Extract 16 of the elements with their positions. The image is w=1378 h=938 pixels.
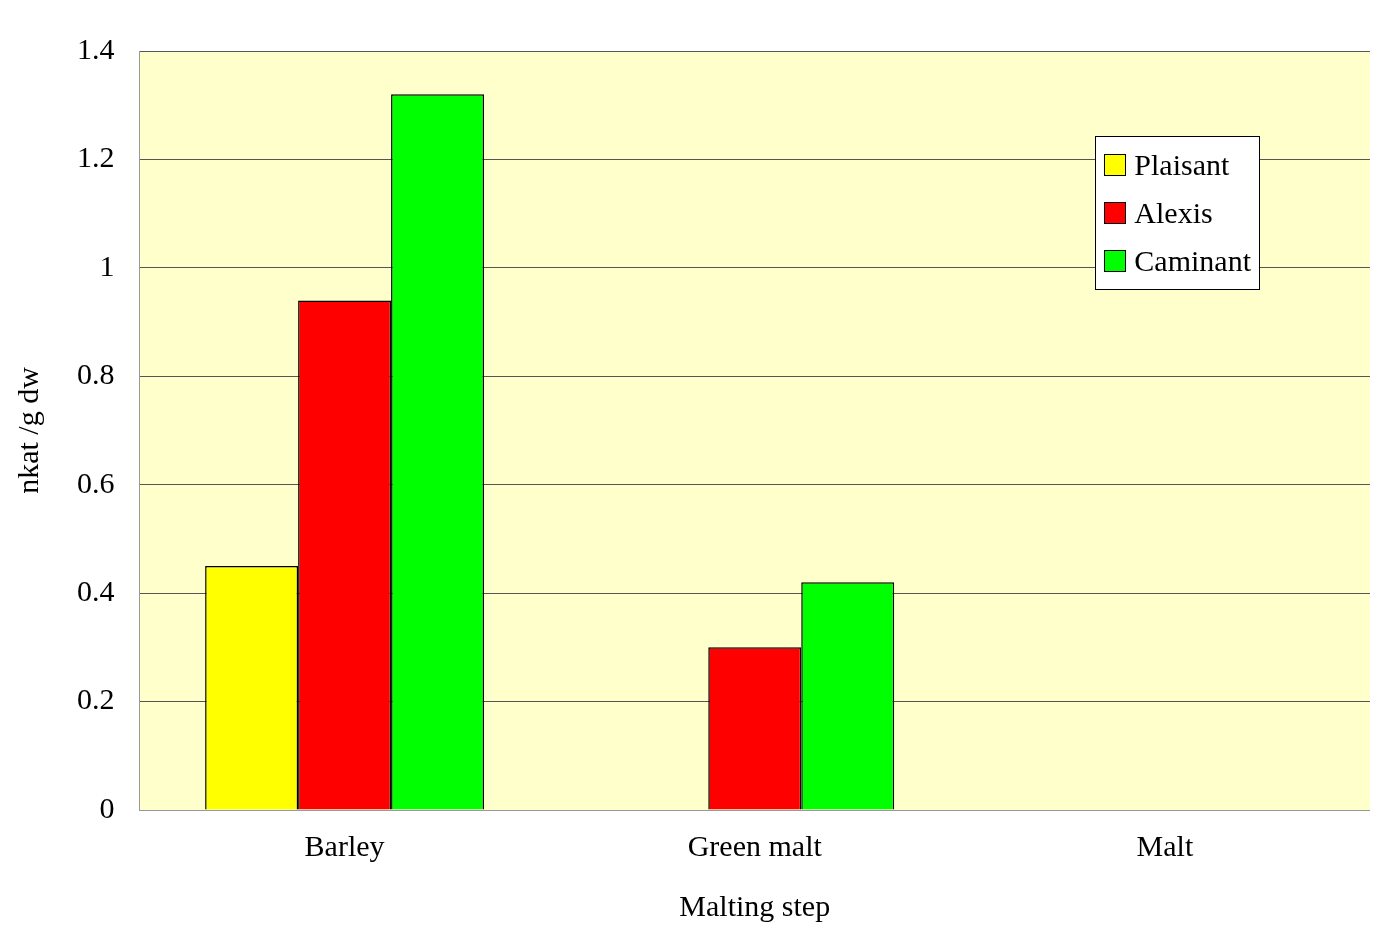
y-tick-label: 0.8 [77, 357, 115, 391]
y-tick-label: 0.4 [77, 574, 115, 608]
y-tick-label: 1.4 [77, 31, 115, 65]
y-tick-label: 0.6 [77, 465, 115, 499]
y-tick-label: 0 [99, 790, 115, 824]
y-tick-label: 1 [99, 248, 115, 282]
y-tick-label: 0.2 [77, 682, 115, 716]
y-axis-title: nkat /g dw [10, 366, 44, 494]
x-axis-title: Malting step [679, 888, 831, 922]
legend-label: Caminant [1134, 243, 1251, 279]
x-tick-label: Barley [304, 828, 385, 862]
legend-label: Alexis [1134, 195, 1213, 231]
legend-label: Plaisant [1134, 147, 1230, 183]
y-tick-label: 1.2 [77, 140, 115, 174]
x-tick-label: Green malt [687, 828, 823, 862]
x-tick-label: Malt [1136, 828, 1194, 862]
